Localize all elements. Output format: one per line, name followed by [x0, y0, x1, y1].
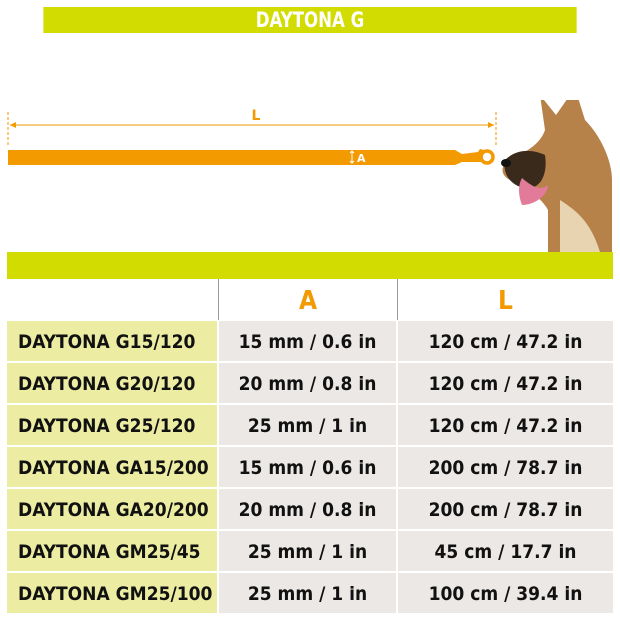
dog-image	[501, 100, 612, 252]
length-dimension: L	[7, 108, 497, 145]
cell-width-a: 15 mm / 0.6 in	[219, 321, 396, 361]
cell-width-a: 20 mm / 0.8 in	[219, 363, 396, 403]
header-a: A	[298, 286, 318, 316]
cell-model: DAYTONA GM25/45	[7, 531, 217, 571]
cell-width-a: 25 mm / 1 in	[219, 531, 396, 571]
cell-length-l: 200 cm / 78.7 in	[398, 489, 613, 529]
cell-model: DAYTONA GM25/100	[7, 573, 217, 613]
table-header-bar	[7, 252, 613, 279]
cell-width-a: 20 mm / 0.8 in	[219, 489, 396, 529]
cell-model: DAYTONA GA15/200	[7, 447, 217, 487]
cell-length-l: 120 cm / 47.2 in	[398, 363, 613, 403]
cell-model: DAYTONA G25/120	[7, 405, 217, 445]
table-row: DAYTONA GM25/45 25 mm / 1 in 45 cm / 17.7 …	[7, 531, 613, 571]
cell-width-a: 15 mm / 0.6 in	[219, 447, 396, 487]
cell-length-l: 120 cm / 47.2 in	[398, 405, 613, 445]
table-row: DAYTONA GM25/100 25 mm / 1 in 100 cm / 39.…	[7, 573, 613, 613]
cell-length-l: 100 cm / 39.4 in	[398, 573, 613, 613]
cell-width-a: 25 mm / 1 in	[219, 573, 396, 613]
length-label: L	[252, 108, 261, 124]
table-row: DAYTONA G20/120 20 mm / 0.8 in 120 cm / 47…	[7, 363, 613, 403]
cell-model: DAYTONA GA20/200	[7, 489, 217, 529]
cell-model: DAYTONA G20/120	[7, 363, 217, 403]
header-model	[7, 279, 218, 320]
leash: A	[8, 149, 495, 165]
header-l: L	[498, 286, 513, 316]
cell-width-a: 25 mm / 1 in	[219, 405, 396, 445]
table-row: DAYTONA GA15/200 15 mm / 0.6 in 200 cm / 7…	[7, 447, 613, 487]
table-row: DAYTONA G25/120 25 mm / 1 in 120 cm / 47.2…	[7, 405, 613, 445]
cell-length-l: 120 cm / 47.2 in	[398, 321, 613, 361]
divider	[397, 279, 398, 320]
table-row: DAYTONA G15/120 15 mm / 0.6 in 120 cm / 47…	[7, 321, 613, 361]
cell-length-l: 200 cm / 78.7 in	[398, 447, 613, 487]
width-label: A	[357, 152, 366, 165]
cell-length-l: 45 cm / 17.7 in	[398, 531, 613, 571]
table-row: DAYTONA GA20/200 20 mm / 0.8 in 200 cm / 7…	[7, 489, 613, 529]
page-title: DAYTONA G	[43, 7, 577, 33]
cell-model: DAYTONA G15/120	[7, 321, 217, 361]
leash-diagram: L A	[7, 100, 612, 252]
divider	[218, 279, 219, 320]
